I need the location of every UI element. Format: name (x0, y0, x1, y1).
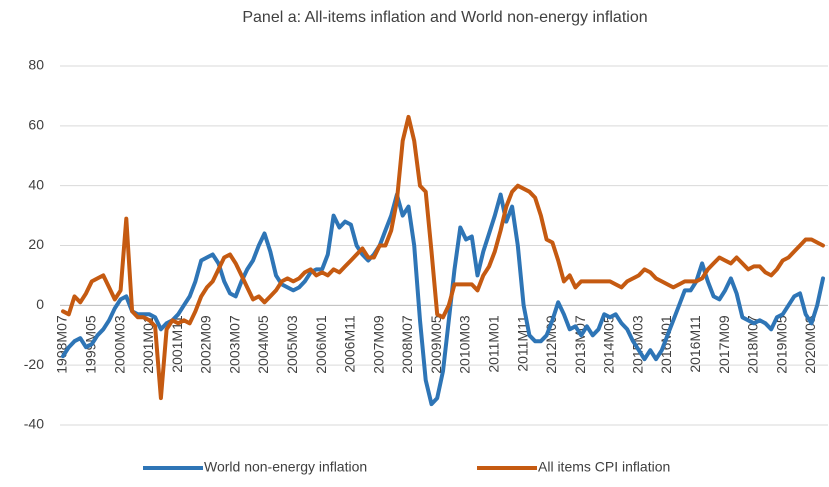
x-tick-label: 2001M01 (140, 315, 156, 374)
x-tick-label: 2006M11 (342, 315, 358, 373)
x-tick-label: 2000M03 (111, 315, 127, 374)
chart-title: Panel a: All-items inflation and World n… (242, 9, 647, 26)
x-tick-label: 2002M09 (198, 315, 214, 374)
x-tick-label: 2015M03 (629, 315, 645, 374)
y-tick-label: 60 (28, 117, 44, 133)
x-tick-label: 2017M09 (716, 315, 732, 374)
x-tick-label: 2016M11 (687, 315, 703, 373)
x-tick-label: 2006M01 (313, 315, 329, 374)
y-tick-label: 40 (28, 176, 44, 192)
y-tick-label: -20 (24, 356, 44, 372)
x-tick-label: 2019M05 (773, 315, 789, 374)
x-tick-label: 2014M05 (601, 315, 617, 374)
x-tick-label: 2004M05 (255, 315, 271, 374)
x-tick-label: 2001M11 (169, 315, 185, 373)
y-tick-label: -40 (24, 416, 44, 432)
x-tick-label: 2011M01 (486, 315, 502, 373)
legend-label: World non-energy inflation (204, 459, 367, 475)
x-tick-label: 2018M07 (745, 315, 761, 374)
x-tick-label: 2005M03 (284, 315, 300, 374)
legend-label: All items CPI inflation (538, 459, 670, 475)
y-tick-label: 20 (28, 236, 44, 252)
series-line (61, 114, 825, 401)
y-tick-label: 80 (28, 57, 44, 73)
x-tick-label: 2007M09 (370, 315, 386, 374)
x-tick-label: 2009M05 (428, 315, 444, 374)
x-tick-label: 2003M07 (226, 315, 242, 374)
x-tick-label: 1998M07 (54, 315, 70, 374)
x-tick-label: 2008M07 (399, 315, 415, 374)
x-tick-label: 2010M03 (457, 315, 473, 374)
y-tick-label: 0 (36, 296, 44, 312)
x-tick-label: 2013M07 (572, 315, 588, 374)
x-tick-label: 2020M03 (802, 315, 818, 374)
